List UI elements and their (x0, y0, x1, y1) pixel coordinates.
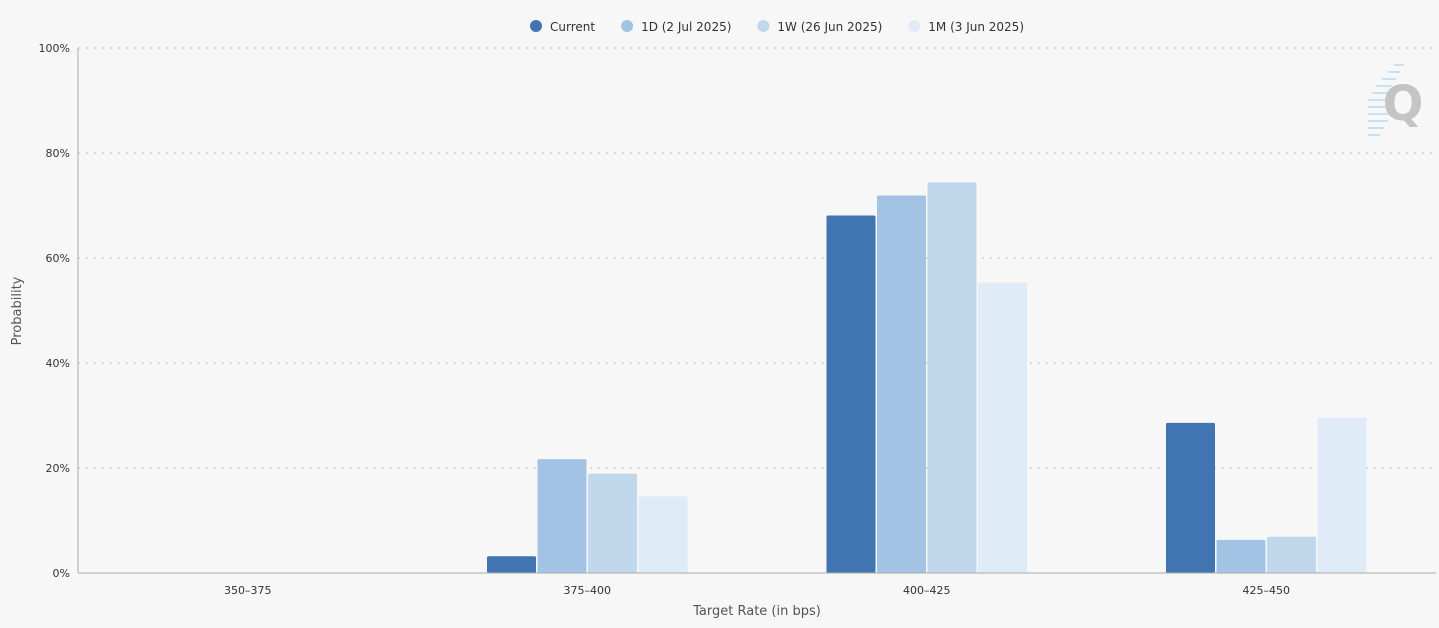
legend: Current 1D (2 Jul 2025) 1W (26 Jun 2025) 1M… (529, 20, 1024, 34)
legend-item[interactable]: Current (529, 20, 595, 34)
y-tick-label: 60% (46, 252, 70, 265)
bar[interactable] (1267, 536, 1316, 573)
y-tick-label: 40% (46, 357, 70, 370)
axes (77, 48, 1436, 574)
bar[interactable] (1216, 539, 1266, 573)
x-tick-labels: 350–375 375–400 400–425 425–450 (224, 584, 1290, 597)
legend-label: 1M (3 Jun 2025) (928, 20, 1024, 34)
bar[interactable] (588, 473, 637, 573)
legend-label: 1D (2 Jul 2025) (641, 20, 731, 34)
legend-label: Current (550, 20, 595, 34)
y-tick-label: 100% (39, 42, 70, 55)
y-tick-label: 80% (46, 147, 70, 160)
x-tick-label: 400–425 (903, 584, 951, 597)
legend-marker (529, 20, 542, 32)
legend-marker (908, 20, 921, 32)
bar[interactable] (1317, 417, 1367, 573)
x-tick-label: 375–400 (564, 584, 612, 597)
bar[interactable] (487, 556, 536, 573)
legend-item[interactable]: 1W (26 Jun 2025) (757, 20, 882, 34)
x-tick-label: 350–375 (224, 584, 272, 597)
y-tick-label: 0% (53, 567, 70, 580)
bar[interactable] (638, 496, 688, 573)
y-axis-title: Probability (10, 276, 25, 345)
bar[interactable] (826, 215, 876, 573)
bars (487, 182, 1367, 573)
y-tick-label: 20% (46, 462, 70, 475)
x-tick-label: 425–450 (1243, 584, 1291, 597)
grid-lines (78, 47, 1436, 469)
bar[interactable] (1166, 422, 1215, 573)
bar[interactable] (927, 182, 977, 573)
legend-label: 1W (26 Jun 2025) (777, 20, 882, 34)
y-tick-labels: 0% 20% 40% 60% 80% 100% (39, 42, 70, 580)
x-axis-title: Target Rate (in bps) (692, 604, 821, 619)
bar[interactable] (537, 459, 587, 573)
bar[interactable] (877, 195, 926, 573)
legend-marker (621, 20, 634, 32)
legend-item[interactable]: 1D (2 Jul 2025) (621, 20, 731, 34)
legend-marker (757, 20, 770, 32)
logo-letter: Q (1383, 76, 1424, 132)
bar[interactable] (978, 282, 1027, 573)
legend-item[interactable]: 1M (3 Jun 2025) (908, 20, 1024, 34)
q-logo-icon: Q (1368, 64, 1424, 136)
